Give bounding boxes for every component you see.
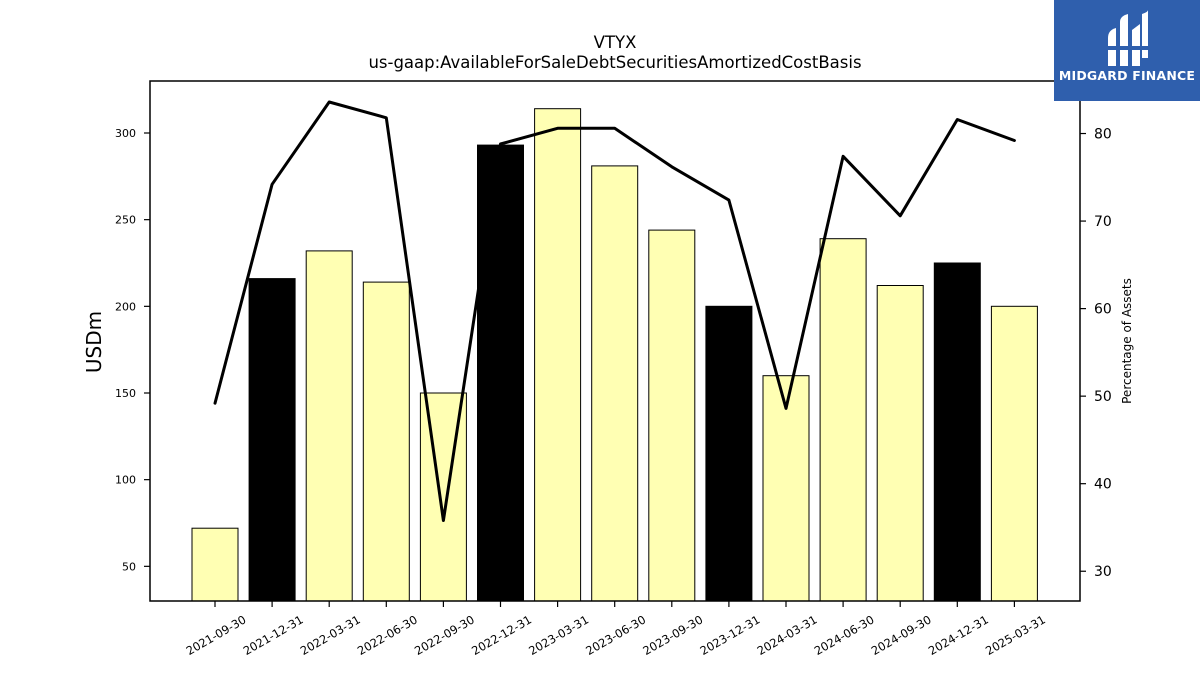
bar-2024-06-30 bbox=[819, 238, 867, 602]
y-tick-label-50: 50 bbox=[122, 560, 136, 573]
y-tick-label-150: 150 bbox=[115, 387, 136, 400]
x-tick-label-2022-03-31: 2022-03-31 bbox=[298, 612, 363, 658]
bar-2022-06-30 bbox=[362, 281, 410, 602]
y2-tick-label-40: 40 bbox=[1094, 477, 1112, 493]
bar-2025-03-31 bbox=[990, 305, 1038, 602]
y-tick-label-200: 200 bbox=[115, 300, 136, 313]
bars-layer bbox=[191, 108, 1038, 602]
x-tick-label-2023-03-31: 2023-03-31 bbox=[526, 612, 591, 658]
y2-axis-label: Percentage of Assets bbox=[1120, 278, 1134, 404]
company-logo: MIDGARD FINANCE bbox=[1054, 0, 1200, 101]
x-tick-label-2021-12-31: 2021-12-31 bbox=[241, 612, 306, 658]
x-tick-label-2024-06-30: 2024-06-30 bbox=[812, 612, 877, 658]
bar-2024-09-30 bbox=[876, 285, 924, 602]
bar-2024-03-31 bbox=[762, 375, 810, 602]
y-tick-label-100: 100 bbox=[115, 474, 136, 487]
x-tick-label-2023-06-30: 2023-06-30 bbox=[583, 612, 648, 658]
line-layer bbox=[213, 100, 1016, 522]
bar-2021-09-30 bbox=[191, 527, 239, 602]
x-tick-label-2021-09-30: 2021-09-30 bbox=[184, 612, 249, 658]
x-tick-label-2022-12-31: 2022-12-31 bbox=[469, 612, 534, 658]
y2-tick-label-50: 50 bbox=[1094, 389, 1112, 405]
y2-tick-label-30: 30 bbox=[1094, 564, 1112, 580]
chart-title: VTYX bbox=[594, 33, 637, 52]
chart-subtitle: us-gaap:AvailableForSaleDebtSecuritiesAm… bbox=[368, 53, 861, 72]
bar-2023-03-31 bbox=[534, 108, 582, 602]
bar-2021-12-31 bbox=[248, 278, 296, 602]
bar-2022-12-31 bbox=[477, 144, 524, 602]
x-tick-label-2025-03-31: 2025-03-31 bbox=[983, 612, 1048, 658]
y-tick-label-250: 250 bbox=[115, 214, 136, 227]
y2-tick-label-60: 60 bbox=[1094, 302, 1112, 318]
x-tick-label-2022-09-30: 2022-09-30 bbox=[412, 612, 477, 658]
y-tick-label-300: 300 bbox=[115, 127, 136, 140]
y-axis-label: USDm bbox=[82, 311, 106, 373]
x-tick-label-2024-12-31: 2024-12-31 bbox=[926, 612, 991, 658]
bar-2022-03-31 bbox=[305, 250, 353, 602]
x-tick-label-2024-03-31: 2024-03-31 bbox=[755, 612, 820, 658]
x-tick-label-2023-12-31: 2023-12-31 bbox=[698, 612, 763, 658]
bar-2024-12-31 bbox=[933, 262, 981, 602]
x-tick-label-2023-09-30: 2023-09-30 bbox=[640, 612, 705, 658]
bar-2023-09-30 bbox=[648, 229, 696, 602]
logo-mark-icon bbox=[1108, 10, 1148, 66]
y2-tick-label-70: 70 bbox=[1094, 214, 1112, 230]
x-tick-label-2024-09-30: 2024-09-30 bbox=[869, 612, 934, 658]
logo-text: MIDGARD FINANCE bbox=[1058, 68, 1196, 83]
bar-2023-12-31 bbox=[705, 305, 753, 602]
y2-tick-label-80: 80 bbox=[1094, 127, 1112, 143]
x-tick-label-2022-06-30: 2022-06-30 bbox=[355, 612, 420, 658]
bar-2023-06-30 bbox=[591, 165, 639, 602]
